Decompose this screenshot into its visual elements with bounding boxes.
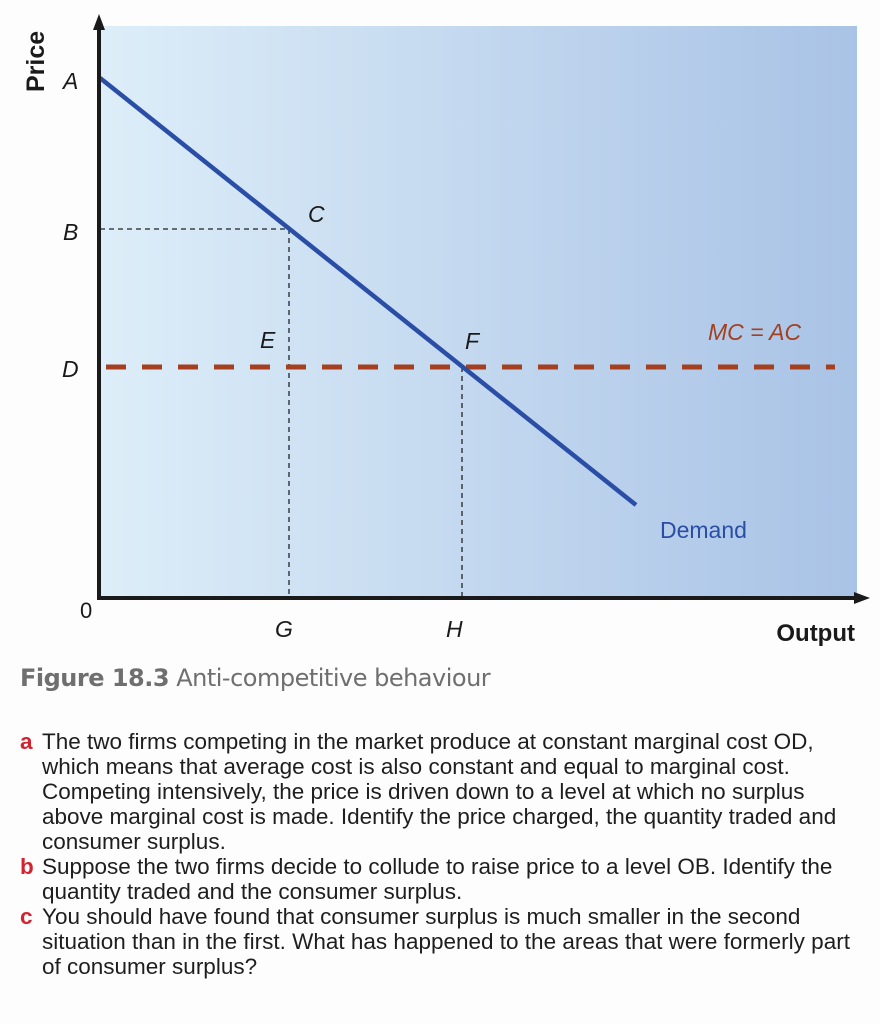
figure-caption: Figure 18.3 Anti-competitive behaviour: [20, 664, 491, 692]
question-list: a The two firms competing in the market …: [20, 729, 872, 979]
demand-label: Demand: [660, 517, 747, 543]
economics-diagram: Price Output 0 A B C D E F G H MC = AC D…: [22, 14, 870, 647]
question-text: The two firms competing in the market pr…: [42, 729, 837, 854]
question-text: Suppose the two firms decide to collude …: [42, 854, 833, 904]
y-axis-label: Price: [22, 31, 50, 92]
question-c: c You should have found that consumer su…: [20, 904, 872, 979]
question-text: You should have found that consumer surp…: [42, 904, 850, 979]
label-a: A: [61, 68, 78, 94]
x-axis-arrow-icon: [854, 592, 870, 604]
question-letter: c: [20, 904, 33, 929]
label-c: C: [308, 201, 325, 227]
label-f: F: [465, 328, 481, 354]
label-g: G: [275, 616, 293, 642]
x-axis-label: Output: [776, 620, 855, 647]
label-e: E: [260, 327, 276, 353]
plot-background: [100, 26, 857, 598]
demand-curve: [98, 76, 638, 507]
question-letter: a: [20, 729, 33, 754]
label-h: H: [446, 616, 463, 642]
figure-title: Anti-competitive behaviour: [176, 664, 491, 692]
mc-ac-label: MC = AC: [708, 319, 801, 345]
y-axis-arrow-icon: [93, 14, 105, 30]
question-b: b Suppose the two firms decide to collud…: [20, 854, 872, 904]
question-letter: b: [20, 854, 34, 879]
question-a: a The two firms competing in the market …: [20, 729, 872, 854]
origin-label: 0: [80, 598, 92, 623]
label-b: B: [63, 219, 78, 245]
label-d: D: [62, 356, 79, 382]
figure-number: Figure 18.3: [20, 664, 170, 692]
